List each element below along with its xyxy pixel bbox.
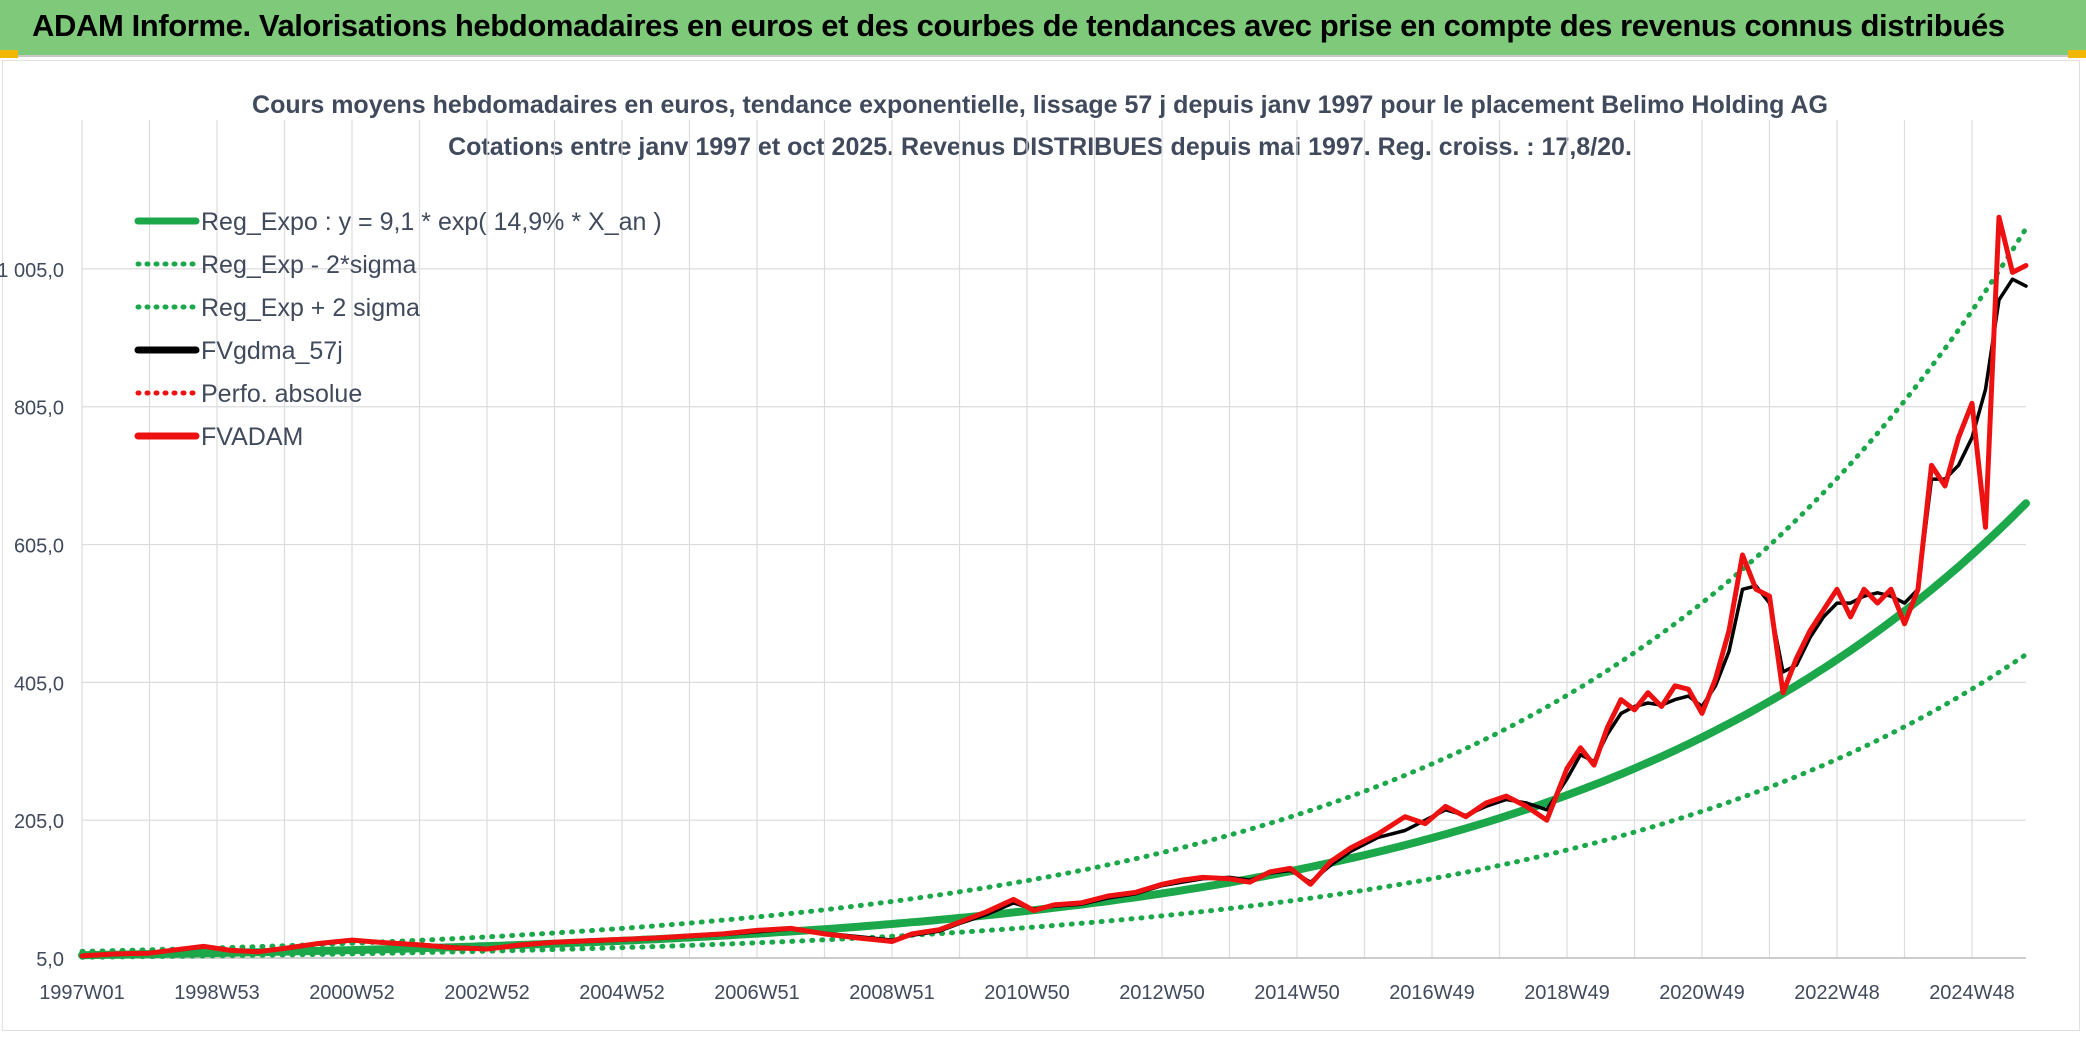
corner-marker-right	[2068, 50, 2086, 58]
x-tick-label: 2016W49	[1389, 982, 1475, 1004]
x-tick-label: 2010W50	[984, 982, 1070, 1004]
series-line	[79, 652, 2029, 960]
page-title: ADAM Informe. Valorisations hebdomadaire…	[32, 8, 2005, 43]
chart-subtitle: Cotations entre janv 1997 et oct 2025. R…	[448, 133, 1632, 161]
legend: Reg_Expo : y = 9,1 * exp( 14,9% * X_an )…	[134, 208, 662, 451]
x-tick-label: 2002W52	[444, 982, 530, 1004]
x-tick-label: 2014W50	[1254, 982, 1340, 1004]
x-tick-label: 2000W52	[309, 982, 395, 1004]
legend-label: FVgdma_57j	[201, 337, 343, 365]
series-line	[80, 277, 2028, 958]
y-tick-label: 5,0	[36, 949, 64, 971]
legend-label: Reg_Exp - 2*sigma	[201, 251, 416, 279]
axis-labels: 5,0 205,0 405,0 605,0 805,0 1 005,0 1997W01 199…	[0, 260, 2015, 1004]
chart-frame	[2, 60, 2080, 1031]
legend-label: Perfo. absolue	[201, 380, 362, 408]
x-tick-label: 2008W51	[849, 982, 935, 1004]
grid	[81, 120, 2026, 959]
y-tick-label: 405,0	[14, 673, 64, 695]
series-line	[78, 499, 2030, 960]
x-tick-label: 2020W49	[1659, 982, 1745, 1004]
x-tick-label: 1998W53	[174, 982, 260, 1004]
series-line	[79, 214, 2029, 959]
legend-label: FVADAM	[201, 423, 303, 451]
y-tick-label: 205,0	[14, 811, 64, 833]
legend-label: Reg_Exp + 2 sigma	[201, 294, 420, 322]
y-tick-label: 605,0	[14, 536, 64, 558]
x-tick-label: 2024W48	[1929, 982, 2015, 1004]
chart-title: Cours moyens hebdomadaires en euros, ten…	[252, 91, 1828, 119]
y-tick-label: 805,0	[14, 398, 64, 420]
x-tick-label: 2018W49	[1524, 982, 1610, 1004]
header-bar: ADAM Informe. Valorisations hebdomadaire…	[0, 0, 2086, 57]
y-tick-label: 1 005,0	[0, 260, 64, 282]
legend-label: Reg_Expo : y = 9,1 * exp( 14,9% * X_an )	[201, 208, 662, 236]
series-layer	[78, 214, 2030, 960]
x-tick-label: 2006W51	[714, 982, 800, 1004]
x-tick-label: 2012W50	[1119, 982, 1205, 1004]
x-tick-label: 1997W01	[39, 982, 125, 1004]
x-tick-label: 2022W48	[1794, 982, 1880, 1004]
x-tick-label: 2004W52	[579, 982, 665, 1004]
corner-marker-left	[0, 50, 18, 58]
